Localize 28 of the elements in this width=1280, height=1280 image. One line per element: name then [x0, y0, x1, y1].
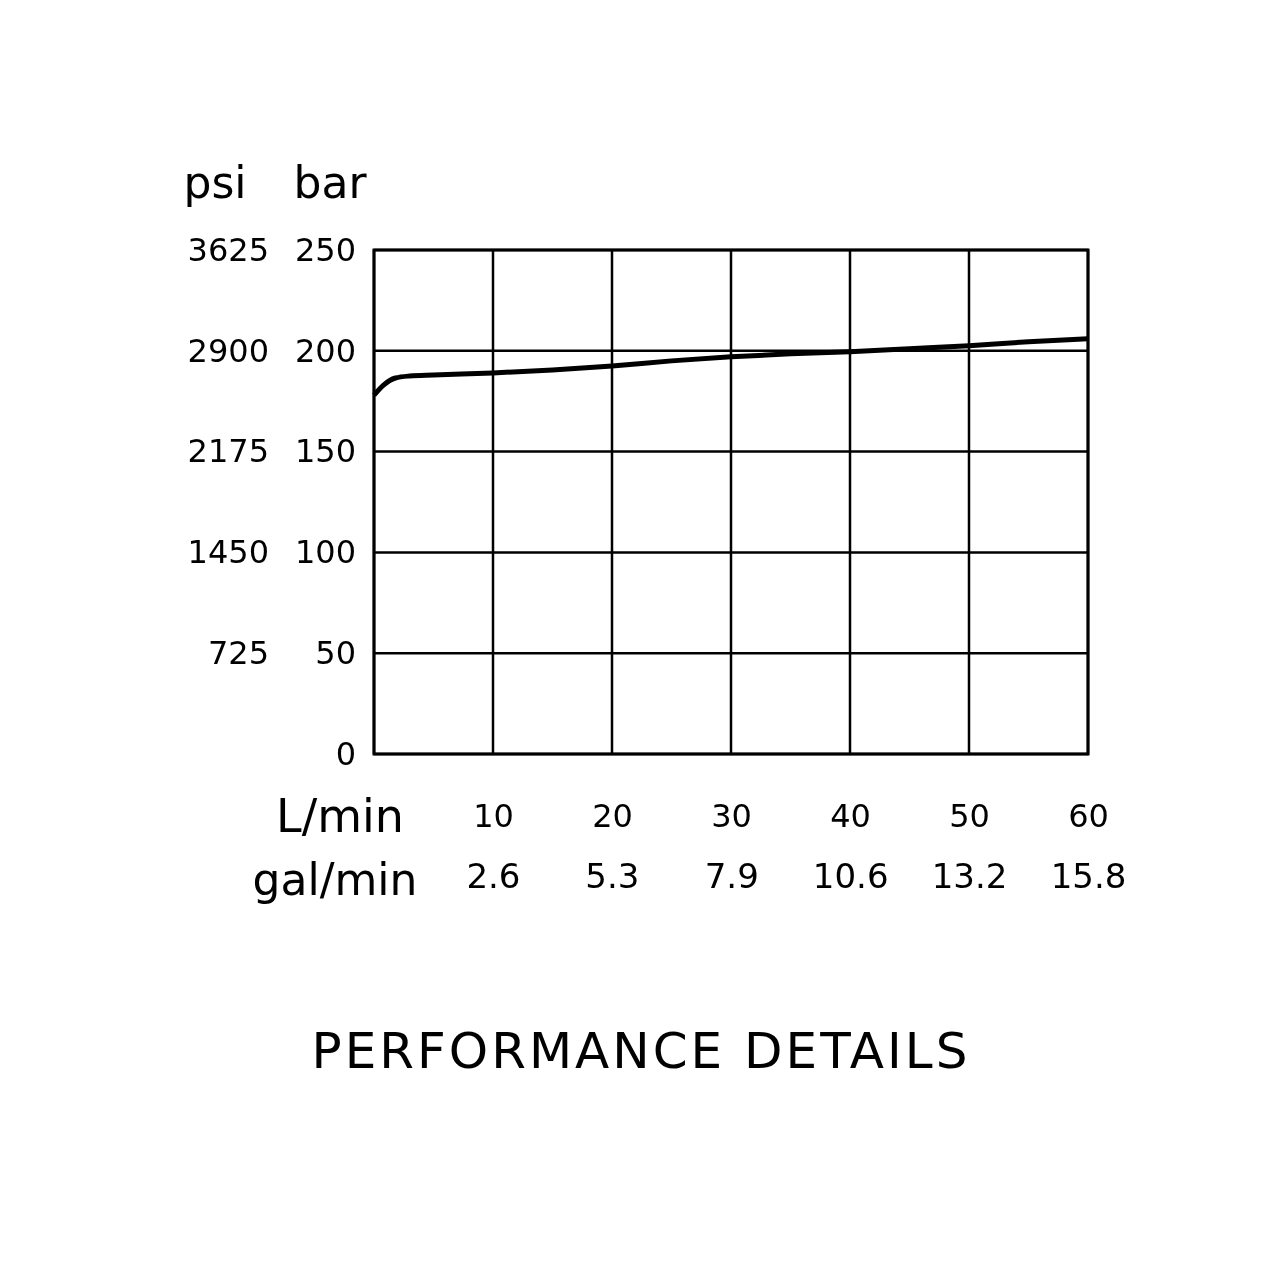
- x2-tick-label: 7.9: [704, 856, 759, 897]
- x-axis-title: L/min: [276, 789, 404, 843]
- x2-tick-label: 5.3: [585, 856, 640, 897]
- x-tick-label: 40: [830, 796, 871, 835]
- x2-axis-title: gal/min: [252, 854, 418, 905]
- x-tick-label: 20: [592, 796, 633, 835]
- x-tick-label: 50: [949, 796, 990, 835]
- x2-tick-label: 15.8: [1050, 856, 1127, 897]
- y-tick-label: 200: [294, 331, 356, 370]
- y-tick-label: 250: [294, 230, 356, 269]
- y2-tick-label: 725: [207, 633, 269, 672]
- x-tick-label: 60: [1068, 796, 1109, 835]
- x-tick-label: 30: [711, 796, 752, 835]
- y-tick-label: 100: [294, 533, 356, 572]
- y2-axis-title: psi: [183, 157, 247, 208]
- y-tick-label: 0: [335, 734, 356, 773]
- y-tick-label: 150: [294, 432, 356, 471]
- y-tick-label: 50: [315, 633, 356, 672]
- x2-tick-label: 13.2: [931, 856, 1008, 897]
- y2-tick-label: 1450: [187, 533, 269, 572]
- x2-tick-label: 2.6: [466, 856, 521, 897]
- x-tick-label: 10: [473, 796, 514, 835]
- y2-tick-label: 2900: [187, 331, 269, 370]
- y-axis-title: bar: [293, 157, 368, 208]
- y2-tick-label: 3625: [187, 230, 269, 269]
- text: PERFORMANCE DETAILS: [311, 1022, 971, 1080]
- x2-tick-label: 10.6: [812, 856, 889, 897]
- y2-tick-label: 2175: [187, 432, 269, 471]
